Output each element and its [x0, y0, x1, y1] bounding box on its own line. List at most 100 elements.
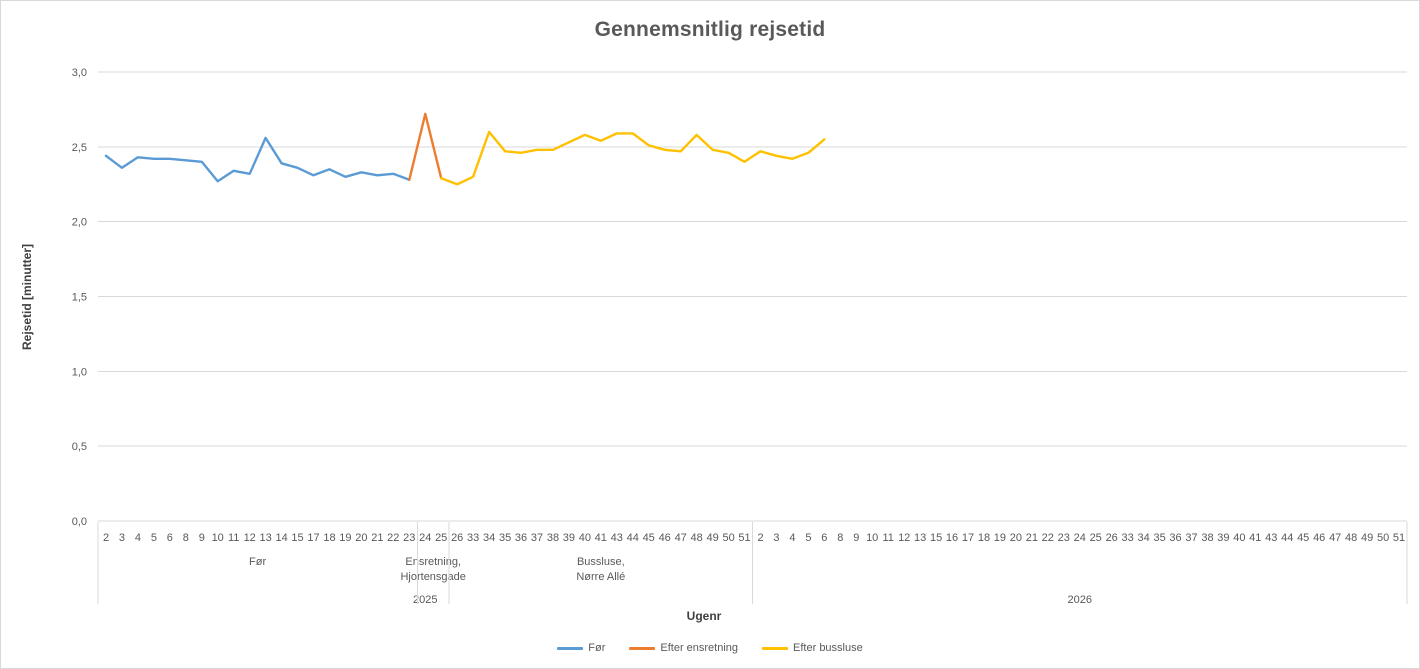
x-tick-label: 34 [1137, 532, 1149, 544]
x-tick-label: 51 [1393, 532, 1405, 544]
legend-item-efter-ensretning: Efter ensretning [629, 642, 738, 654]
x-tick-label: 16 [946, 532, 958, 544]
x-tick-label: 49 [706, 532, 718, 544]
x-tick-label: 46 [659, 532, 671, 544]
x-tick-label: 25 [1090, 532, 1102, 544]
x-tick-label: 4 [135, 532, 141, 544]
x-tick-label: 11 [882, 532, 893, 544]
x-tick-label: 36 [515, 532, 527, 544]
legend: Før Efter ensretning Efter bussluse [1, 642, 1419, 654]
x-axis-title: Ugenr [686, 609, 722, 623]
legend-label-før: Før [588, 642, 606, 654]
series-line-før [104, 136, 411, 183]
x-tick-label: 2 [103, 532, 109, 544]
y-tick-label: 1,0 [72, 366, 87, 378]
series-line-efter-ensretning [408, 112, 443, 182]
x-tick-label: 20 [1010, 532, 1022, 544]
x-tick-label: 40 [579, 532, 591, 544]
x-tick-label: 4 [789, 532, 795, 544]
legend-swatch-efter-bussluse [762, 646, 789, 650]
x-tick-label: 3 [119, 532, 125, 544]
x-tick-label: 18 [323, 532, 335, 544]
x-tick-label: 47 [1329, 532, 1341, 544]
x-tick-label: 36 [1169, 532, 1181, 544]
x-tick-label: 10 [866, 532, 878, 544]
x-tick-label: 35 [1153, 532, 1165, 544]
x-tick-label: 17 [962, 532, 974, 544]
x-tick-label: 13 [914, 532, 926, 544]
x-tick-label: 2 [757, 532, 763, 544]
x-group-label: Bussluse, [577, 556, 625, 568]
legend-swatch-efter-ensretning [629, 646, 656, 650]
x-tick-label: 17 [307, 532, 319, 544]
x-tick-label: 40 [1233, 532, 1245, 544]
x-tick-label: 34 [483, 532, 495, 544]
x-group-label: Hjortensgade [400, 571, 465, 583]
x-tick-label: 22 [387, 532, 399, 544]
x-group-label: Nørre Allé [576, 571, 625, 583]
x-tick-label: 24 [1074, 532, 1086, 544]
x-tick-label: 23 [1058, 532, 1070, 544]
x-group-label: Før [249, 556, 266, 568]
x-tick-label: 49 [1361, 532, 1373, 544]
x-tick-label: 45 [1297, 532, 1309, 544]
x-tick-label: 38 [547, 532, 559, 544]
x-tick-label: 47 [675, 532, 687, 544]
x-tick-label: 19 [339, 532, 351, 544]
x-tick-label: 45 [643, 532, 655, 544]
x-tick-label: 13 [259, 532, 271, 544]
x-tick-label: 26 [1106, 532, 1118, 544]
x-tick-label: 22 [1042, 532, 1054, 544]
x-tick-label: 46 [1313, 532, 1325, 544]
x-tick-label: 8 [837, 532, 843, 544]
legend-swatch-før [557, 646, 584, 650]
x-tick-label: 35 [499, 532, 511, 544]
x-tick-label: 21 [1026, 532, 1038, 544]
y-tick-label: 2,0 [72, 217, 87, 229]
x-tick-label: 6 [821, 532, 827, 544]
x-tick-label: 18 [978, 532, 990, 544]
x-tick-label: 44 [627, 532, 639, 544]
x-tick-label: 41 [595, 532, 607, 544]
x-tick-label: 33 [467, 532, 479, 544]
legend-label-efter-bussluse: Efter bussluse [793, 642, 863, 654]
x-tick-label: 50 [1377, 532, 1389, 544]
x-tick-label: 48 [1345, 532, 1357, 544]
x-tick-label: 5 [151, 532, 157, 544]
x-tick-label: 41 [1249, 532, 1261, 544]
x-year-label: 2026 [1068, 594, 1092, 606]
y-tick-label: 3,0 [72, 67, 87, 79]
x-tick-label: 48 [690, 532, 702, 544]
x-tick-label: 21 [371, 532, 383, 544]
x-tick-label: 20 [355, 532, 367, 544]
x-tick-label: 5 [805, 532, 811, 544]
x-tick-label: 8 [183, 532, 189, 544]
x-tick-label: 23 [403, 532, 415, 544]
x-tick-label: 6 [167, 532, 173, 544]
legend-item-før: Før [557, 642, 605, 654]
x-tick-label: 9 [199, 532, 205, 544]
series-line-efter-bussluse [440, 130, 826, 186]
x-group-label: Ensretning, [405, 556, 461, 568]
legend-item-efter-bussluse: Efter bussluse [762, 642, 863, 654]
y-tick-label: 0,5 [72, 441, 87, 453]
x-tick-label: 50 [722, 532, 734, 544]
x-tick-label: 37 [531, 532, 543, 544]
x-tick-label: 12 [244, 532, 256, 544]
x-tick-label: 38 [1201, 532, 1213, 544]
x-tick-label: 51 [738, 532, 750, 544]
x-tick-label: 24 [419, 532, 431, 544]
legend-label-efter-ensretning: Efter ensretning [660, 642, 739, 654]
x-tick-label: 39 [563, 532, 575, 544]
x-tick-label: 19 [994, 532, 1006, 544]
x-tick-label: 9 [853, 532, 859, 544]
x-tick-label: 43 [611, 532, 623, 544]
x-year-label: 2025 [413, 594, 437, 606]
y-tick-label: 0,0 [72, 516, 87, 528]
x-tick-label: 39 [1217, 532, 1229, 544]
x-tick-label: 15 [291, 532, 303, 544]
chart-title: Gennemsnitlig rejsetid [594, 18, 826, 41]
x-tick-label: 10 [212, 532, 224, 544]
